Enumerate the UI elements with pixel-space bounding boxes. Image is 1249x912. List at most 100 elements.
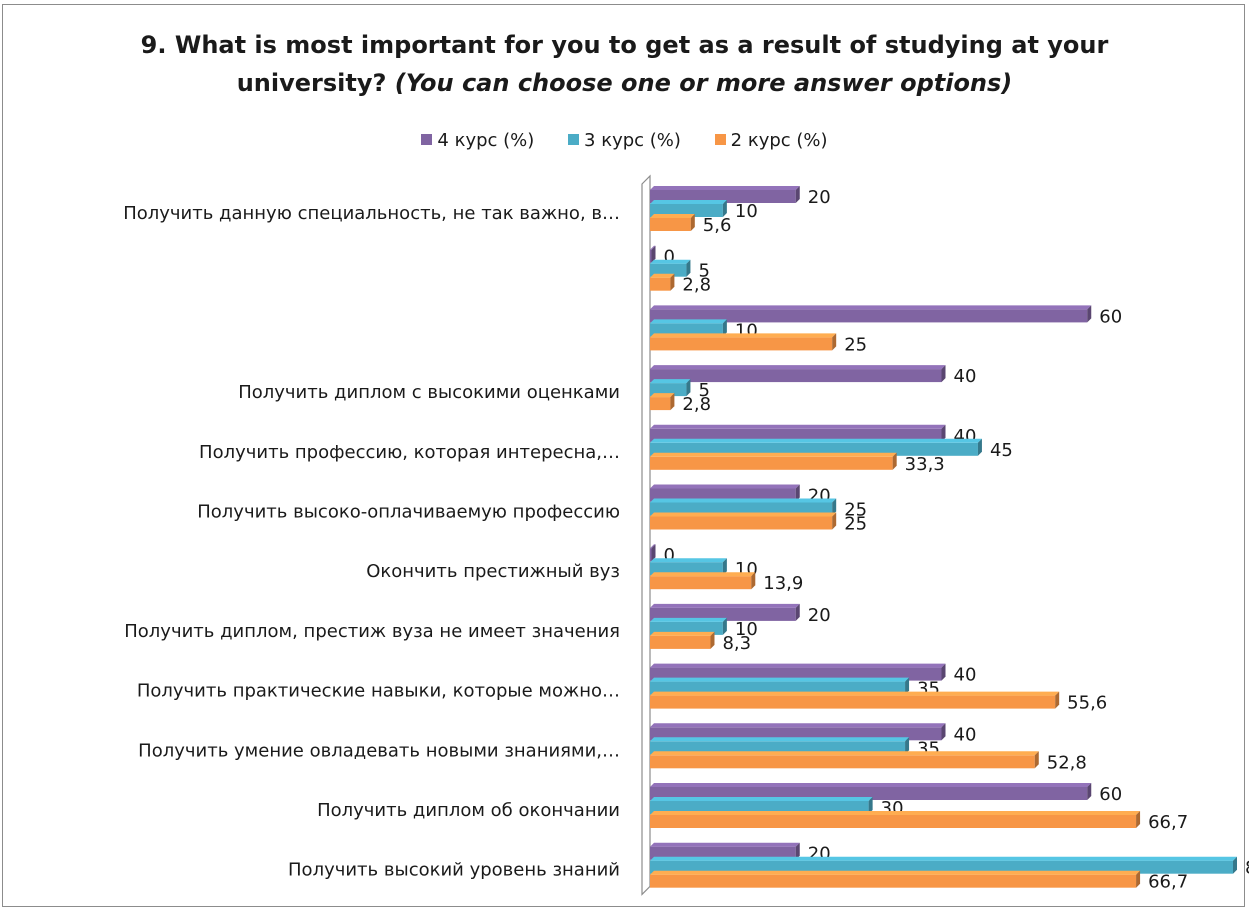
value-label-s2-cat-6: 13,9 (763, 573, 803, 594)
bar-s0-cat-1-front (650, 249, 652, 263)
bar-s1-cat-11-side (1233, 856, 1237, 874)
bar-s0-cat-4-front (650, 428, 942, 442)
bar-s2-cat-6-top (650, 572, 756, 577)
bar-s1-cat-11-front (650, 860, 1233, 874)
bar-s1-cat-0-side (722, 200, 727, 217)
value-label-s2-cat-7: 8,3 (722, 633, 751, 654)
bar-s1-cat-9-top (650, 737, 910, 742)
bar-s1-cat-5-top (650, 498, 837, 503)
bar-s2-cat-10-side (1136, 811, 1141, 828)
bar-s2-cat-11-side (1136, 870, 1141, 888)
bar-s2-cat-8-front (650, 695, 1056, 709)
bar-s0-cat-11-side (795, 842, 800, 860)
value-label-s2-cat-1: 2,8 (682, 275, 711, 296)
bar-s0-cat-7-front (650, 607, 796, 621)
bar-s1-cat-10-front (650, 801, 869, 814)
bar-s0-cat-10-side (1087, 783, 1092, 800)
bar-s0-cat-9-front (650, 727, 942, 741)
bar-s1-cat-4-side (977, 438, 982, 456)
bar-s2-cat-0-side (690, 214, 695, 231)
bar-s2-cat-6-side (751, 572, 756, 590)
bar-s0-cat-5-top (650, 484, 800, 489)
bar-s2-cat-3-top (650, 393, 675, 398)
bar-s0-cat-4-side (941, 424, 946, 442)
legend-label-3-kurs: 3 курс (%) (584, 130, 681, 151)
legend: 4 курс (%) 3 курс (%) 2 курс (%) (0, 130, 1249, 151)
value-label-s0-cat-2: 60 (1099, 306, 1122, 327)
category-label-cat-8: Получить практические навыки, которые мо… (137, 681, 620, 702)
bar-s0-cat-0-side (795, 186, 800, 203)
value-label-s2-cat-8: 55,6 (1067, 693, 1107, 714)
bar-s1-cat-7-top (650, 617, 727, 622)
value-label-s0-cat-10: 60 (1099, 784, 1122, 805)
bar-s2-cat-10-top (650, 811, 1141, 815)
bar-s0-cat-8-top (650, 663, 946, 668)
bar-s1-cat-9-side (905, 737, 910, 755)
bar-s1-cat-2-side (722, 319, 727, 337)
bar-s1-cat-3-top (650, 379, 691, 384)
legend-entry-4-kurs: 4 курс (%) (421, 130, 534, 151)
value-label-s2-cat-0: 5,6 (703, 215, 732, 236)
chart-title: 9. What is most important for you to get… (0, 26, 1249, 102)
bar-s2-cat-4-side (892, 452, 897, 470)
bar-s0-cat-1-top (650, 245, 656, 250)
bar-s1-cat-4-top (650, 438, 982, 443)
category-label-cat-6: Окончить престижный вуз (366, 561, 620, 582)
bar-s1-cat-5-front (650, 502, 833, 516)
bar-s1-cat-0-top (650, 200, 727, 204)
category-label-cat-4: Получить профессию, которая интересна,… (199, 442, 620, 463)
bar-s2-cat-0-top (650, 214, 695, 218)
bar-s0-cat-2-front (650, 309, 1088, 323)
bar-s2-cat-2-top (650, 333, 837, 338)
bar-s0-cat-9-side (941, 723, 946, 741)
bar-s2-cat-8-side (1055, 691, 1060, 709)
value-label-s2-cat-2: 25 (844, 334, 867, 355)
bar-s2-cat-5-side (832, 512, 837, 530)
category-label-cat-9: Получить умение овладевать новыми знания… (138, 740, 620, 761)
value-label-s1-cat-0: 10 (735, 201, 758, 222)
bar-s1-cat-1-front (650, 263, 687, 277)
bar-s1-cat-8-top (650, 677, 910, 682)
value-label-s2-cat-5: 25 (844, 514, 867, 535)
bar-s2-cat-11-front (650, 874, 1137, 888)
value-label-s2-cat-4: 33,3 (905, 454, 945, 475)
legend-swatch-2-kurs (714, 134, 726, 145)
bar-s0-cat-1-side (651, 245, 656, 263)
bar-s1-cat-6-top (650, 558, 727, 563)
value-label-s0-cat-7: 20 (808, 605, 831, 626)
bar-s2-cat-9-top (650, 751, 1039, 756)
bar-s0-cat-10-top (650, 783, 1092, 787)
bar-s2-cat-9-front (650, 755, 1035, 769)
bar-s2-cat-3-front (650, 397, 671, 411)
bar-s1-cat-0-front (650, 204, 723, 217)
bar-s2-cat-1-top (650, 273, 675, 278)
bar-s1-cat-7-side (722, 617, 727, 635)
value-label-s2-cat-11: 66,7 (1148, 872, 1188, 893)
bar-s2-cat-2-side (832, 333, 837, 351)
bar-s0-cat-11-front (650, 846, 796, 860)
bar-s1-cat-3-front (650, 383, 687, 397)
bar-s2-cat-5-top (650, 512, 837, 517)
bar-s0-cat-7-side (795, 603, 800, 621)
bar-s1-cat-3-side (686, 379, 691, 397)
value-label-s1-cat-1: 5 (698, 261, 709, 282)
bar-s1-cat-2-top (650, 319, 727, 324)
legend-label-2-kurs: 2 курс (%) (730, 130, 828, 151)
bar-s0-cat-9-top (650, 723, 946, 728)
legend-label-4-kurs: 4 курс (%) (437, 130, 535, 151)
bar-s2-cat-0-front (650, 218, 691, 231)
value-label-s1-cat-3: 5 (698, 380, 709, 401)
bar-s0-cat-8-front (650, 667, 942, 681)
value-label-s0-cat-8: 40 (954, 665, 977, 686)
bar-s2-cat-8-top (650, 691, 1060, 696)
bar-s2-cat-4-top (650, 452, 897, 457)
bar-s0-cat-0-front (650, 190, 796, 203)
legend-swatch-4-kurs (421, 134, 433, 145)
bar-s0-cat-7-top (650, 603, 800, 608)
legend-entry-3-kurs: 3 курс (%) (568, 130, 681, 151)
value-label-s2-cat-9: 52,8 (1047, 752, 1087, 773)
bar-s2-cat-10-front (650, 815, 1137, 828)
chart-title-text: 9. What is most important for you to get… (140, 31, 1109, 97)
bar-s2-cat-2-front (650, 337, 833, 351)
